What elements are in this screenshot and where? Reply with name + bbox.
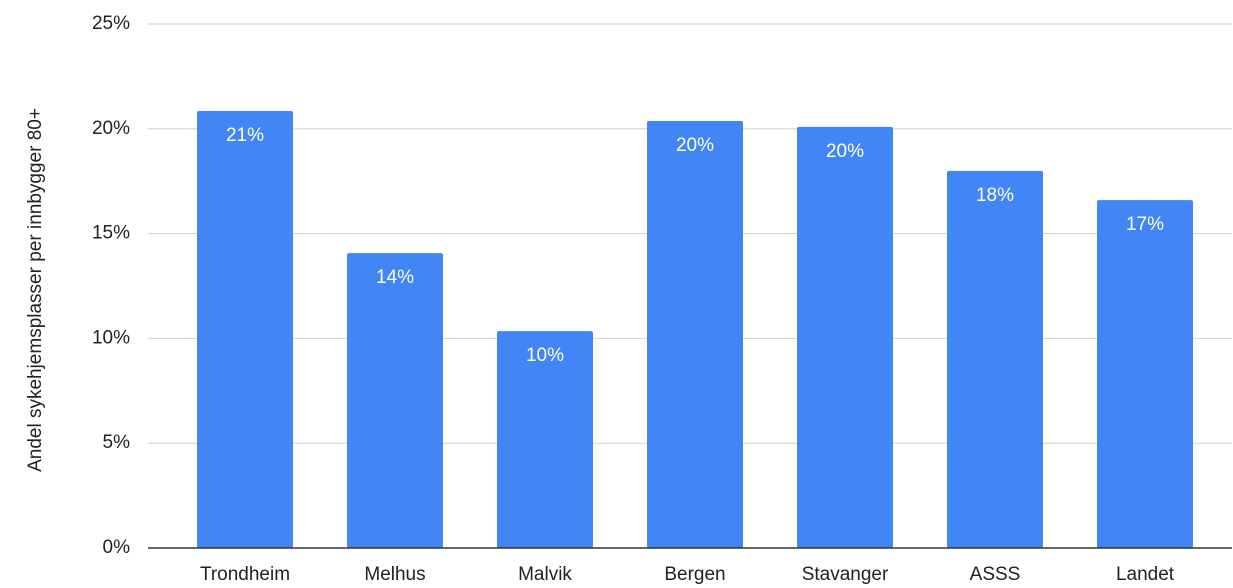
- bar: [497, 331, 593, 548]
- bar: [647, 121, 743, 548]
- y-tick-label: 25%: [92, 13, 130, 34]
- bar: [947, 170, 1043, 548]
- y-tick-label: 20%: [92, 118, 130, 139]
- y-tick-label: 10%: [92, 327, 130, 348]
- value-label: 17%: [1126, 214, 1164, 235]
- bar: [197, 110, 293, 548]
- value-label: 20%: [676, 135, 714, 156]
- x-tick-label: Stavanger: [802, 564, 889, 585]
- bar: [1097, 200, 1193, 548]
- value-label: 20%: [826, 141, 864, 162]
- x-tick-label: Trondheim: [200, 564, 290, 585]
- x-tick-label: Malvik: [518, 564, 572, 585]
- x-tick-label: Bergen: [664, 564, 725, 585]
- value-label: 18%: [976, 185, 1014, 206]
- bar: [347, 253, 443, 548]
- value-label: 14%: [376, 267, 414, 288]
- y-tick-label: 5%: [103, 432, 131, 453]
- y-tick-label: 0%: [103, 537, 131, 558]
- x-tick-label: Landet: [1116, 564, 1175, 585]
- bar: [797, 126, 893, 548]
- x-tick-label: ASSS: [970, 564, 1021, 585]
- value-label: 10%: [526, 345, 564, 366]
- y-axis-label: Andel sykehjemsplasser per innbygger 80+: [25, 108, 46, 472]
- x-tick-label: Melhus: [364, 564, 425, 585]
- y-tick-label: 15%: [92, 223, 130, 244]
- value-label: 21%: [226, 125, 264, 146]
